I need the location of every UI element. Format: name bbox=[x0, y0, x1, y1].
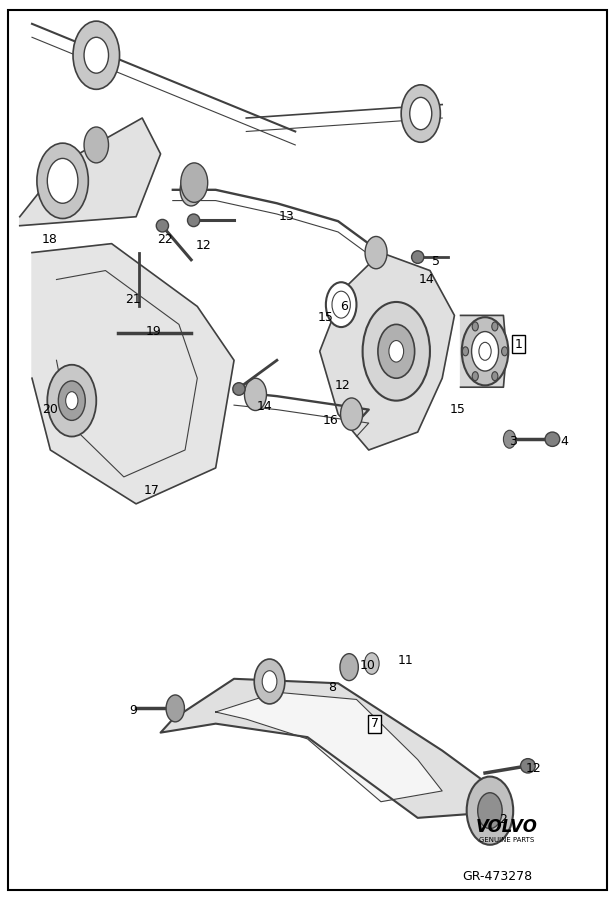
Polygon shape bbox=[20, 118, 161, 226]
Text: 1: 1 bbox=[515, 338, 523, 351]
Circle shape bbox=[504, 430, 515, 448]
Circle shape bbox=[181, 163, 208, 202]
Text: 22: 22 bbox=[157, 233, 173, 246]
Circle shape bbox=[462, 346, 469, 356]
Text: 16: 16 bbox=[322, 414, 338, 427]
Text: 19: 19 bbox=[145, 325, 161, 338]
Circle shape bbox=[340, 653, 359, 680]
Text: 2: 2 bbox=[499, 814, 507, 826]
Circle shape bbox=[262, 670, 277, 692]
Text: 4: 4 bbox=[561, 435, 569, 447]
Ellipse shape bbox=[545, 432, 560, 446]
Circle shape bbox=[462, 317, 509, 385]
Polygon shape bbox=[461, 315, 507, 387]
Circle shape bbox=[332, 292, 351, 318]
Circle shape bbox=[472, 331, 499, 371]
Text: 12: 12 bbox=[335, 379, 351, 392]
Circle shape bbox=[389, 340, 403, 362]
Text: 9: 9 bbox=[129, 704, 137, 716]
Polygon shape bbox=[161, 679, 504, 818]
Circle shape bbox=[363, 302, 430, 400]
Text: 13: 13 bbox=[278, 211, 294, 223]
Text: 17: 17 bbox=[143, 484, 159, 497]
Circle shape bbox=[47, 364, 97, 436]
Circle shape bbox=[502, 346, 508, 356]
Circle shape bbox=[378, 324, 415, 378]
Text: 6: 6 bbox=[340, 300, 348, 313]
Polygon shape bbox=[320, 253, 454, 450]
Text: 8: 8 bbox=[328, 681, 336, 694]
Text: 14: 14 bbox=[257, 400, 272, 413]
Circle shape bbox=[73, 21, 119, 89]
Text: 14: 14 bbox=[419, 273, 435, 286]
Circle shape bbox=[326, 283, 357, 327]
Circle shape bbox=[341, 398, 363, 430]
Circle shape bbox=[365, 652, 379, 674]
Text: 11: 11 bbox=[397, 654, 413, 667]
Text: 12: 12 bbox=[526, 762, 542, 775]
Text: 12: 12 bbox=[196, 238, 212, 252]
Circle shape bbox=[401, 85, 440, 142]
Ellipse shape bbox=[188, 214, 200, 227]
Circle shape bbox=[84, 37, 108, 73]
Circle shape bbox=[479, 342, 491, 360]
Circle shape bbox=[166, 695, 184, 722]
Circle shape bbox=[492, 372, 498, 381]
Circle shape bbox=[492, 322, 498, 331]
Text: 3: 3 bbox=[509, 435, 517, 447]
Ellipse shape bbox=[156, 220, 169, 232]
Text: 7: 7 bbox=[371, 717, 379, 730]
Circle shape bbox=[47, 158, 78, 203]
Text: GENUINE PARTS: GENUINE PARTS bbox=[479, 837, 534, 843]
Text: 18: 18 bbox=[41, 233, 57, 246]
Circle shape bbox=[58, 381, 85, 420]
Ellipse shape bbox=[233, 382, 245, 395]
Circle shape bbox=[472, 372, 478, 381]
Circle shape bbox=[254, 659, 285, 704]
Text: 21: 21 bbox=[125, 292, 141, 306]
FancyBboxPatch shape bbox=[7, 11, 608, 889]
Ellipse shape bbox=[411, 251, 424, 264]
Circle shape bbox=[180, 174, 202, 206]
Polygon shape bbox=[32, 244, 234, 504]
Circle shape bbox=[410, 97, 432, 130]
Text: 15: 15 bbox=[450, 403, 466, 416]
Text: VOLVO: VOLVO bbox=[475, 818, 538, 836]
Text: 15: 15 bbox=[318, 310, 334, 324]
Text: 5: 5 bbox=[432, 255, 440, 268]
Circle shape bbox=[478, 793, 502, 829]
Polygon shape bbox=[216, 692, 442, 802]
Ellipse shape bbox=[520, 759, 535, 773]
Text: 10: 10 bbox=[360, 659, 375, 671]
Circle shape bbox=[467, 777, 513, 845]
Circle shape bbox=[84, 127, 108, 163]
Text: 20: 20 bbox=[42, 403, 58, 416]
Circle shape bbox=[66, 392, 78, 410]
Circle shape bbox=[37, 143, 89, 219]
Text: GR-473278: GR-473278 bbox=[462, 869, 533, 883]
Circle shape bbox=[244, 378, 266, 410]
Circle shape bbox=[365, 237, 387, 269]
Circle shape bbox=[472, 322, 478, 331]
